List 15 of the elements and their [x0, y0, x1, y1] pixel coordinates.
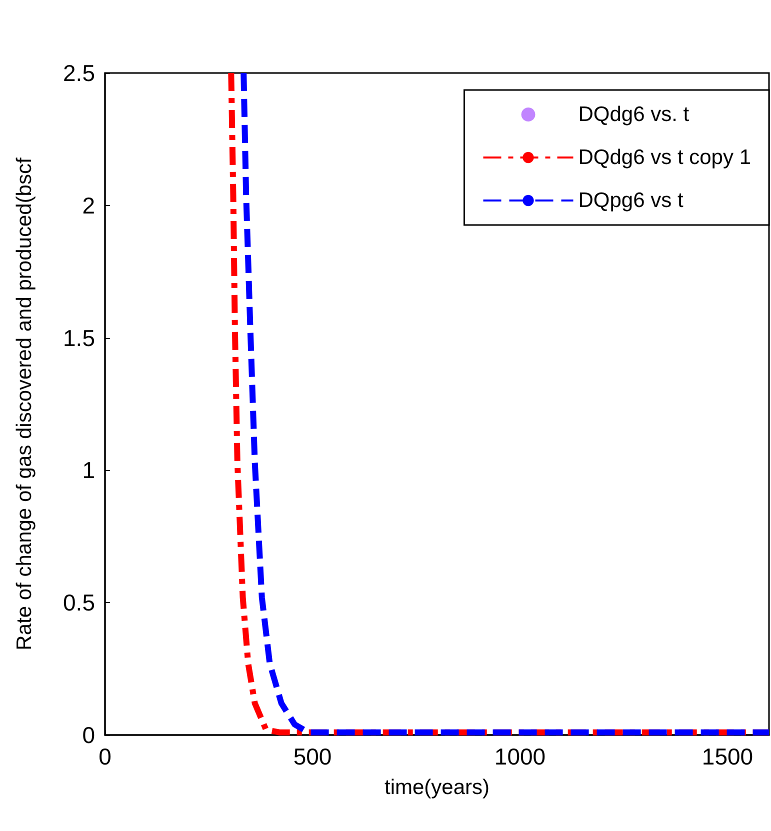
- legend-label: DQdg6 vs t copy 1: [578, 146, 751, 169]
- y-axis-title: Rate of change of gas discovered and produced(bscf: [13, 158, 36, 650]
- x-tick-label: 1000: [494, 744, 546, 770]
- y-tick-label: 2: [82, 192, 95, 218]
- y-tick-label: 1: [82, 457, 95, 484]
- legend-label: DQpg6 vs t: [578, 189, 684, 212]
- x-tick-label: 0: [98, 744, 112, 770]
- y-tick-label: 2.5: [63, 60, 95, 86]
- x-tick-label: 500: [293, 744, 332, 770]
- y-tick-label: 0.5: [63, 590, 95, 616]
- y-tick-label: 0: [82, 722, 95, 748]
- x-axis-title: time(years): [384, 776, 490, 799]
- legend-label: DQdg6 vs. t: [578, 103, 690, 126]
- x-tick-label: 1500: [702, 744, 754, 770]
- y-tick-label: 1.5: [63, 324, 95, 351]
